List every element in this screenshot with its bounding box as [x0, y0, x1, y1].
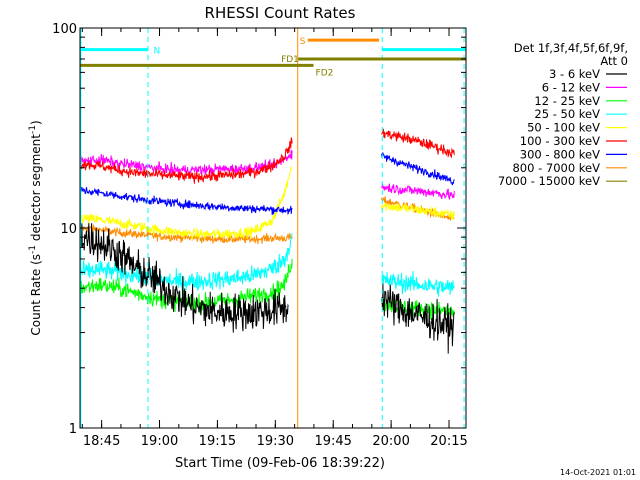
y-axis-label: Count Rate (s-1 detector segment-1) — [28, 120, 43, 335]
x-tick-label-3: 19:30 — [257, 434, 294, 449]
y-tick-label-1: 10 — [60, 222, 77, 237]
legend-label-1: 6 - 12 keV — [542, 80, 600, 94]
legend-label-8: 7000 - 15000 keV — [498, 174, 600, 188]
legend-label-4: 50 - 100 keV — [527, 121, 600, 135]
x-tick-label-2: 19:15 — [199, 434, 236, 449]
series-line-6 — [80, 151, 455, 216]
legend-header-line-1: Att 0 — [600, 54, 628, 68]
y-axis-label-main: Count Rate (s — [29, 254, 43, 336]
y-axis-label-mid: detector segment — [29, 134, 43, 245]
y-tick-label-0: 1 — [69, 422, 77, 437]
series-line-3 — [80, 233, 455, 297]
y-axis-label-end: ) — [29, 120, 43, 125]
axes: 18:45 19:00 19:15 19:30 19:45 20:00 20:15 1 10 10… — [52, 22, 468, 449]
y-axis-label-sup2: -1 — [28, 125, 38, 134]
x-axis-label: Start Time (09-Feb-06 18:39:22) — [175, 456, 385, 471]
state-bar-label-1: FD1 — [281, 55, 299, 65]
state-bar-label-0: S — [300, 37, 306, 47]
legend-label-3: 25 - 50 keV — [534, 107, 600, 121]
legend-label-5: 100 - 300 keV — [520, 134, 600, 148]
state-bar-label-2: FD2 — [316, 68, 334, 78]
legend-label-0: 3 - 6 keV — [549, 67, 600, 81]
x-tick-label-0: 18:45 — [83, 434, 120, 449]
series-line-0 — [80, 223, 455, 354]
legend-label-7: 800 - 7000 keV — [512, 161, 600, 175]
legend-header-line-0: Det 1f,3f,4f,5f,6f,9f, — [514, 41, 628, 55]
x-tick-label-5: 20:00 — [372, 434, 409, 449]
x-tick-label-6: 20:15 — [430, 434, 467, 449]
y-axis-label-sup1: -1 — [28, 245, 38, 254]
legend-label-2: 12 - 25 keV — [534, 94, 600, 108]
y-tick-label-2: 100 — [52, 22, 77, 37]
plot-inner — [80, 28, 466, 428]
attenuator-bar-label-0: N — [154, 47, 161, 57]
legend-label-6: 300 - 800 keV — [520, 147, 600, 161]
x-tick-label-4: 19:45 — [314, 434, 351, 449]
series-line-4 — [80, 166, 455, 241]
series-line-5 — [80, 128, 455, 184]
x-tick-label-1: 19:00 — [141, 434, 178, 449]
chart-title: RHESSI Count Rates — [205, 4, 356, 22]
timestamp: 14-Oct-2021 01:01 — [560, 468, 636, 477]
